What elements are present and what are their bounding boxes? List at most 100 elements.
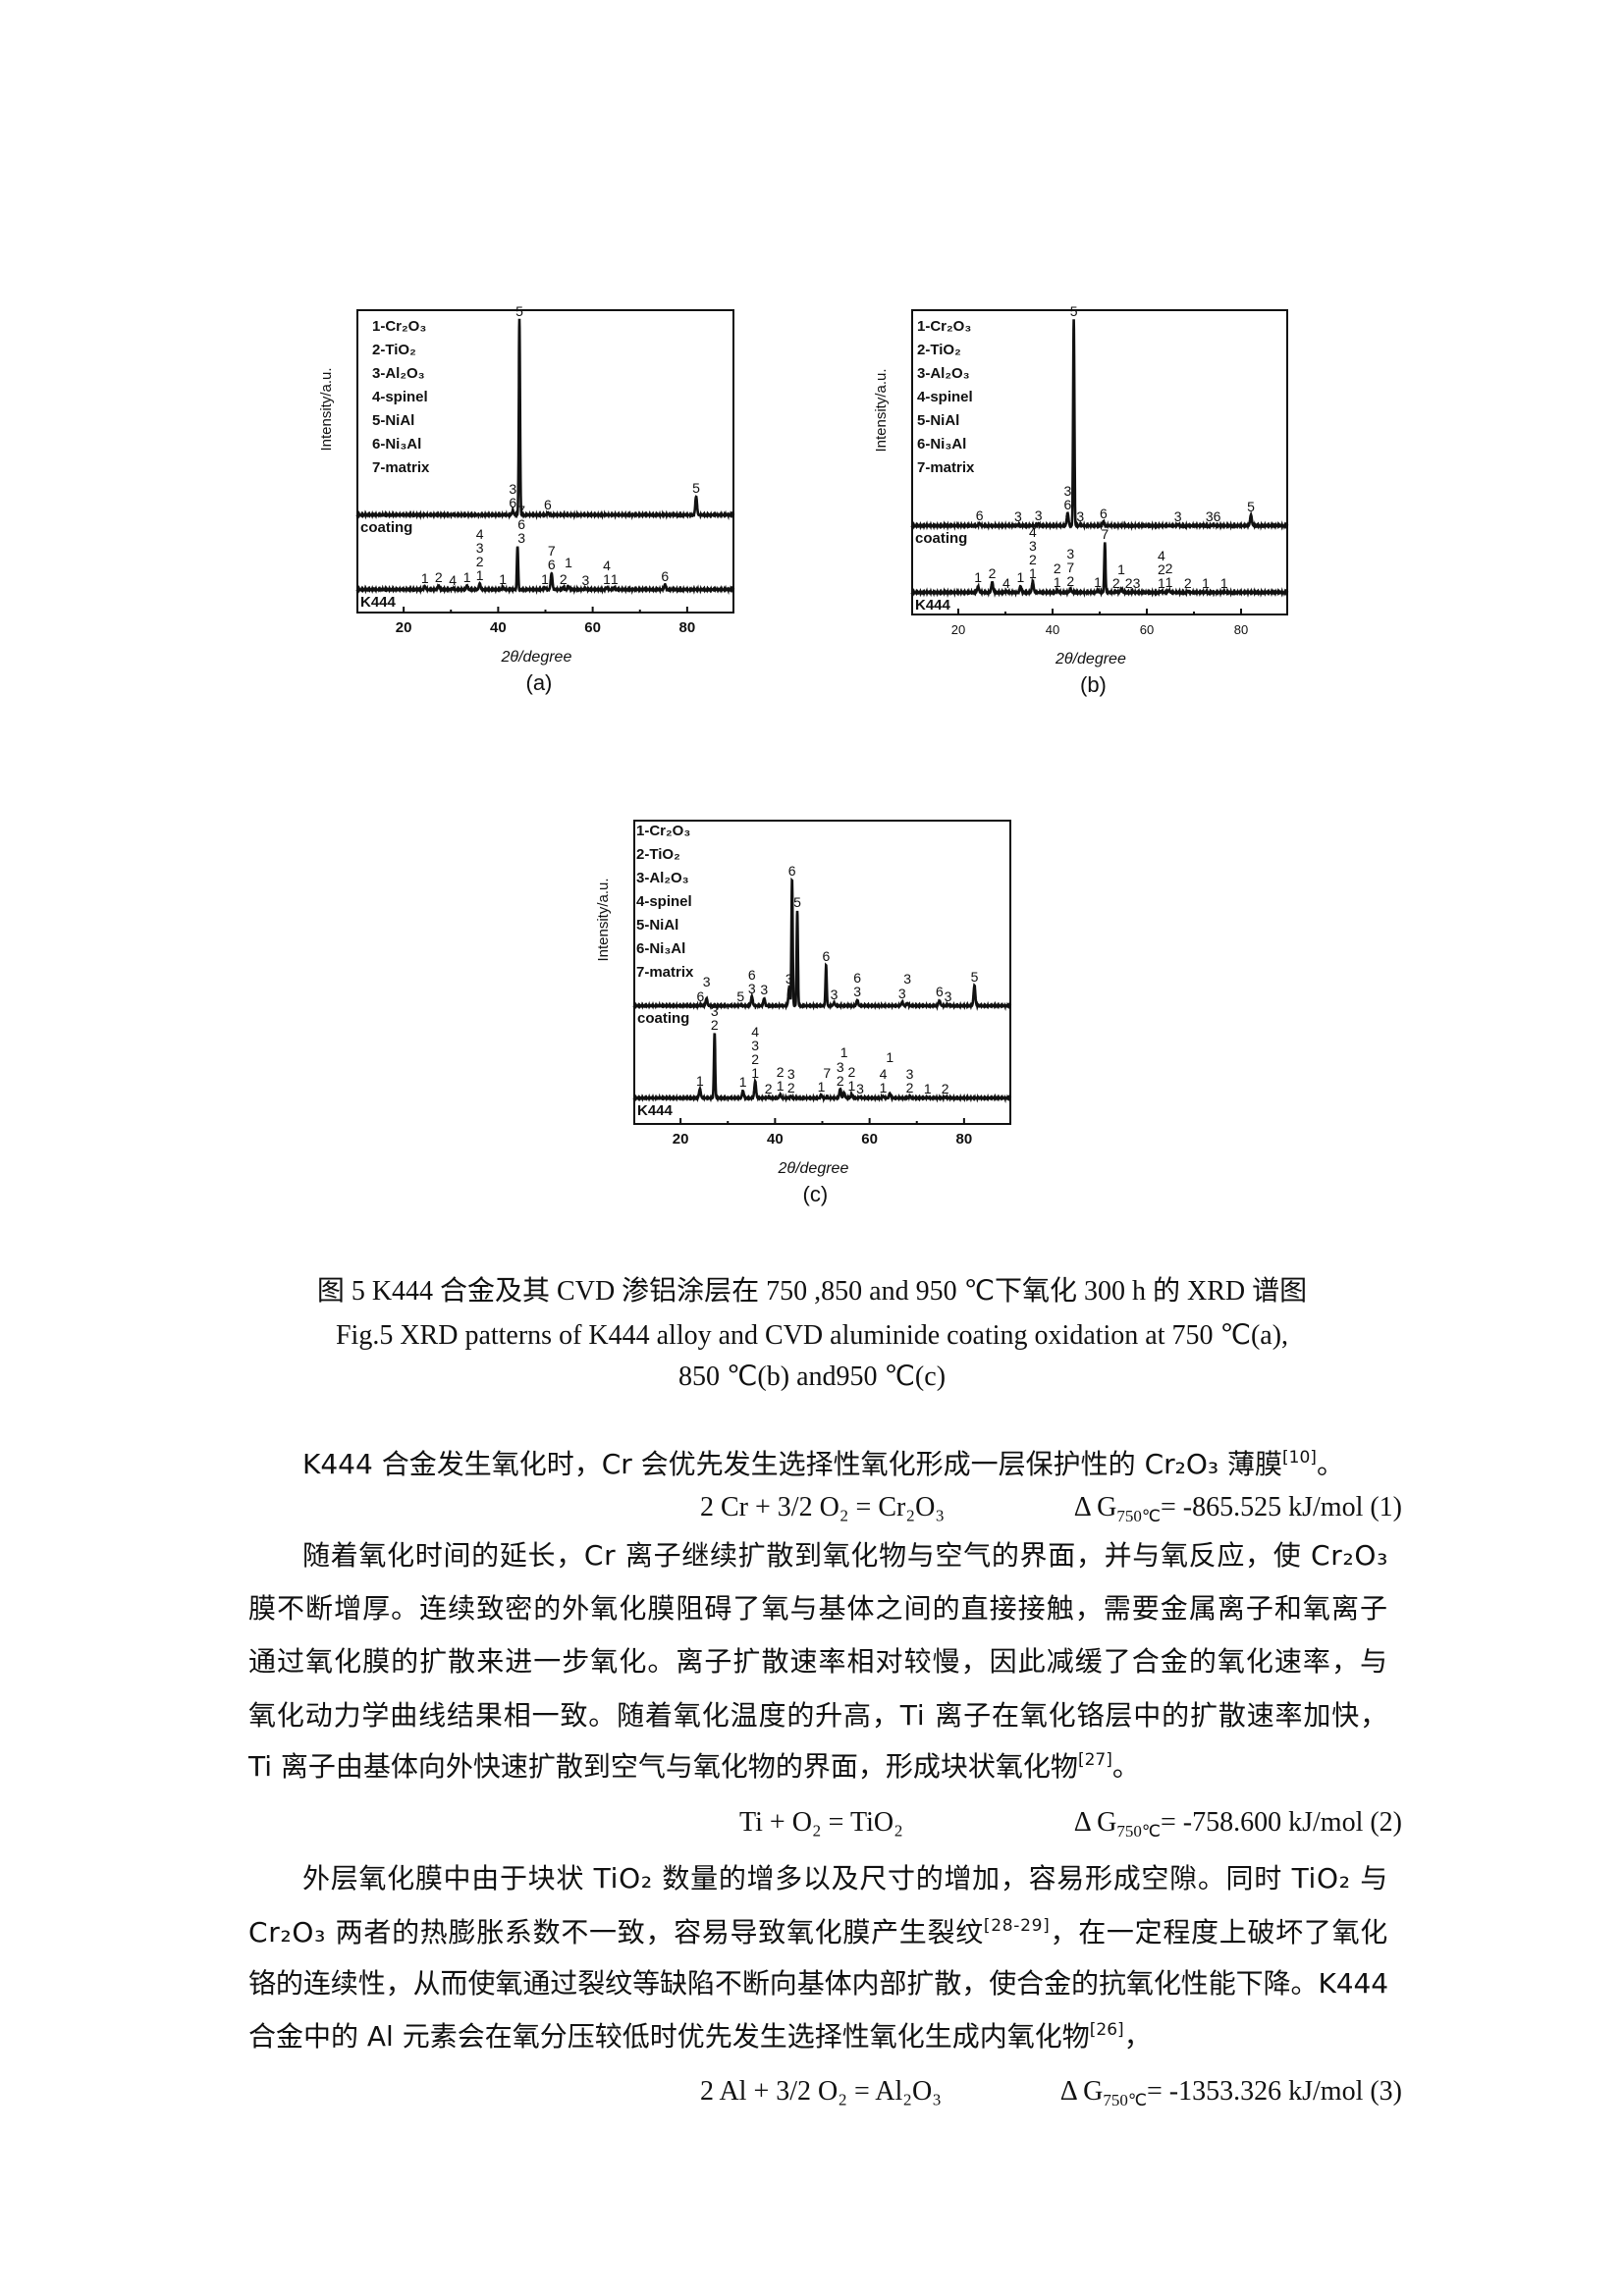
peak-phase-number: 4 <box>475 525 484 542</box>
peak-phase-number: 2 <box>764 1081 773 1097</box>
paragraph-line: Ti 离子由基体向外快速扩散到空气与氧化物的界面，形成块状氧化物[27]。 <box>248 1749 1140 1785</box>
text-run: 外层氧化膜中由于块状 TiO₂ 数量的增多以及尺寸的增加，容易形成空隙。同时 T… <box>302 1862 1388 1895</box>
peak-label: 3 <box>856 1082 864 1095</box>
x-tick-label: 20 <box>950 622 966 637</box>
x-tick-label: 20 <box>395 619 412 636</box>
legend-entry: 3-Al₂O₃ <box>636 870 689 886</box>
legend-entry: 2-TiO₂ <box>917 342 961 358</box>
peak-phase-number: 3 <box>853 984 861 1000</box>
peak-label: 6 <box>936 985 944 998</box>
energy-text: Δ G <box>1073 1807 1117 1838</box>
peak-phase-number: 1 <box>1164 573 1173 590</box>
peak-label: 1 <box>499 572 507 586</box>
peak-phase-number: 1 <box>886 1049 894 1066</box>
peak-label: 1 <box>924 1082 932 1095</box>
peak-phase-number: 2 <box>905 1080 914 1096</box>
peak-phase-number: 1 <box>1016 569 1025 586</box>
peak-phase-number: 6 <box>1099 505 1108 521</box>
peak-label: 4 <box>449 573 457 587</box>
gibbs-energy: Δ G750℃= -1353.326 kJ/mol (3) <box>1060 2074 1402 2109</box>
peak-label: 6 <box>661 569 669 583</box>
peak-phase-number: 1 <box>974 569 983 586</box>
x-axis-label: 2θ/degree <box>778 1160 849 1177</box>
paragraph-line: 随着氧化时间的延长，Cr 离子继续扩散到氧化物与空气的界面，并与氧反应，使 Cr… <box>302 1538 1388 1574</box>
citation: [28-29] <box>983 1916 1051 1936</box>
energy-text: Δ G <box>1059 2076 1104 2107</box>
peak-phase-number: 2 <box>559 570 568 587</box>
xrd-trace-coating <box>910 319 1289 531</box>
peak-label: 1 <box>541 572 549 586</box>
peak-label: 6 <box>822 949 830 963</box>
legend-entry: 4-spinel <box>636 893 692 910</box>
paragraph-line: 铬的连续性，从而使氧通过裂纹等缺陷不断向基体内部扩散，使合金的抗氧化性能下降。K… <box>248 1966 1388 2002</box>
peak-phase-number: 7 <box>547 543 556 560</box>
peak-phase-number: 3 <box>747 980 756 996</box>
y-axis-label: Intensity/a.u. <box>873 368 890 453</box>
peak-label: 7 <box>823 1066 831 1080</box>
peak-phase-number: 1 <box>499 570 508 587</box>
text-run: K444 合金发生氧化时，Cr 会优先发生选择性氧化形成一层保护性的 Cr₂O₃… <box>302 1448 1283 1480</box>
peak-label: 5 <box>1070 304 1078 318</box>
trace-label: K444 <box>915 597 950 614</box>
legend-entry: 1-Cr₂O₃ <box>636 823 691 839</box>
peak-phase-number: 5 <box>970 969 979 986</box>
peak-label: 3 <box>1014 509 1022 523</box>
peak-label: 5 <box>515 304 523 318</box>
peak-phase-number: 1 <box>751 1064 760 1081</box>
legend-entry: 5-NiAl <box>372 412 415 429</box>
peak-label: 2 <box>942 1082 949 1095</box>
peak-label: 7 <box>1101 527 1109 541</box>
peak-phase-number: 1 <box>1117 561 1125 577</box>
peak-phase-number: 3 <box>710 1002 719 1019</box>
peak-label: 1 <box>1094 575 1102 589</box>
legend-entry: 4-spinel <box>372 389 428 405</box>
x-tick-label: 80 <box>678 619 696 636</box>
peak-phase-number: 3 <box>751 1037 760 1053</box>
peak-label: 3 <box>945 989 952 1003</box>
paragraph-line: 膜不断增厚。连续致密的外氧化膜阻碍了氧与基体之间的直接接触，需要金属离子和氧离子 <box>248 1591 1388 1627</box>
peak-phase-number: 2 <box>941 1081 949 1097</box>
equation: Ti + O₂ = TiO₂ <box>739 1807 903 1838</box>
peak-phase-number: 6 <box>509 494 517 510</box>
peak-phase-number: 1 <box>923 1081 932 1097</box>
peak-phase-number: 2 <box>1053 560 1061 576</box>
paragraph-line: 氧化动力学曲线结果相一致。随着氧化温度的升高，Ti 离子在氧化铬层中的扩散速率加… <box>248 1698 1388 1734</box>
peak-phase-number: 6 <box>547 557 556 573</box>
text-run: ， <box>1123 2020 1152 2053</box>
peak-phase-number: 3 <box>856 1081 864 1097</box>
peak-label: 1 <box>1016 570 1024 584</box>
trace-label: coating <box>360 519 413 536</box>
legend-entry: 7-matrix <box>636 964 694 981</box>
peak-label: 23 <box>1125 576 1141 590</box>
peak-label: 1 <box>565 556 572 569</box>
legend-entry: 6-Ni₃Al <box>372 436 422 453</box>
x-tick-label: 80 <box>955 1131 973 1148</box>
text-run: 。 <box>1316 1448 1344 1480</box>
peak-phase-number: 2 <box>1111 574 1120 591</box>
peak-phase-number: 5 <box>515 302 523 319</box>
peak-phase-number: 2 <box>1157 561 1165 577</box>
peak-phase-number: 3 <box>830 987 839 1003</box>
peak-label: 5 <box>971 970 979 984</box>
citation: [26] <box>1089 2020 1124 2040</box>
text-run: 膜不断增厚。连续致密的外氧化膜阻碍了氧与基体之间的直接接触，需要金属离子和氧离子 <box>248 1592 1388 1625</box>
peak-phase-number: 6 <box>1063 496 1072 512</box>
peak-label: 1 <box>1202 576 1210 590</box>
peak-phase-number: 36 <box>1205 507 1221 524</box>
energy-text: = -758.600 kJ/mol (2) <box>1161 1807 1402 1838</box>
paragraph-line: 外层氧化膜中由于块状 TiO₂ 数量的增多以及尺寸的增加，容易形成空隙。同时 T… <box>302 1861 1388 1896</box>
peak-phase-number: 6 <box>787 862 796 879</box>
energy-text: = -865.525 kJ/mol (1) <box>1161 1492 1402 1522</box>
text-run: 铬的连续性，从而使氧通过裂纹等缺陷不断向基体内部扩散，使合金的抗氧化性能下降。K… <box>248 1967 1388 2000</box>
peak-phase-number: 7 <box>1101 526 1110 543</box>
x-tick-label: 60 <box>584 619 601 636</box>
legend: 1-Cr₂O₃ 2-TiO₂ 3-Al₂O₃ 4-spinel 5-NiAl 6-Ni₃A… <box>372 315 429 480</box>
legend-entry: 5-NiAl <box>636 917 679 934</box>
peak-label: 1 <box>696 1074 704 1088</box>
peak-phase-number: 3 <box>897 986 906 1002</box>
